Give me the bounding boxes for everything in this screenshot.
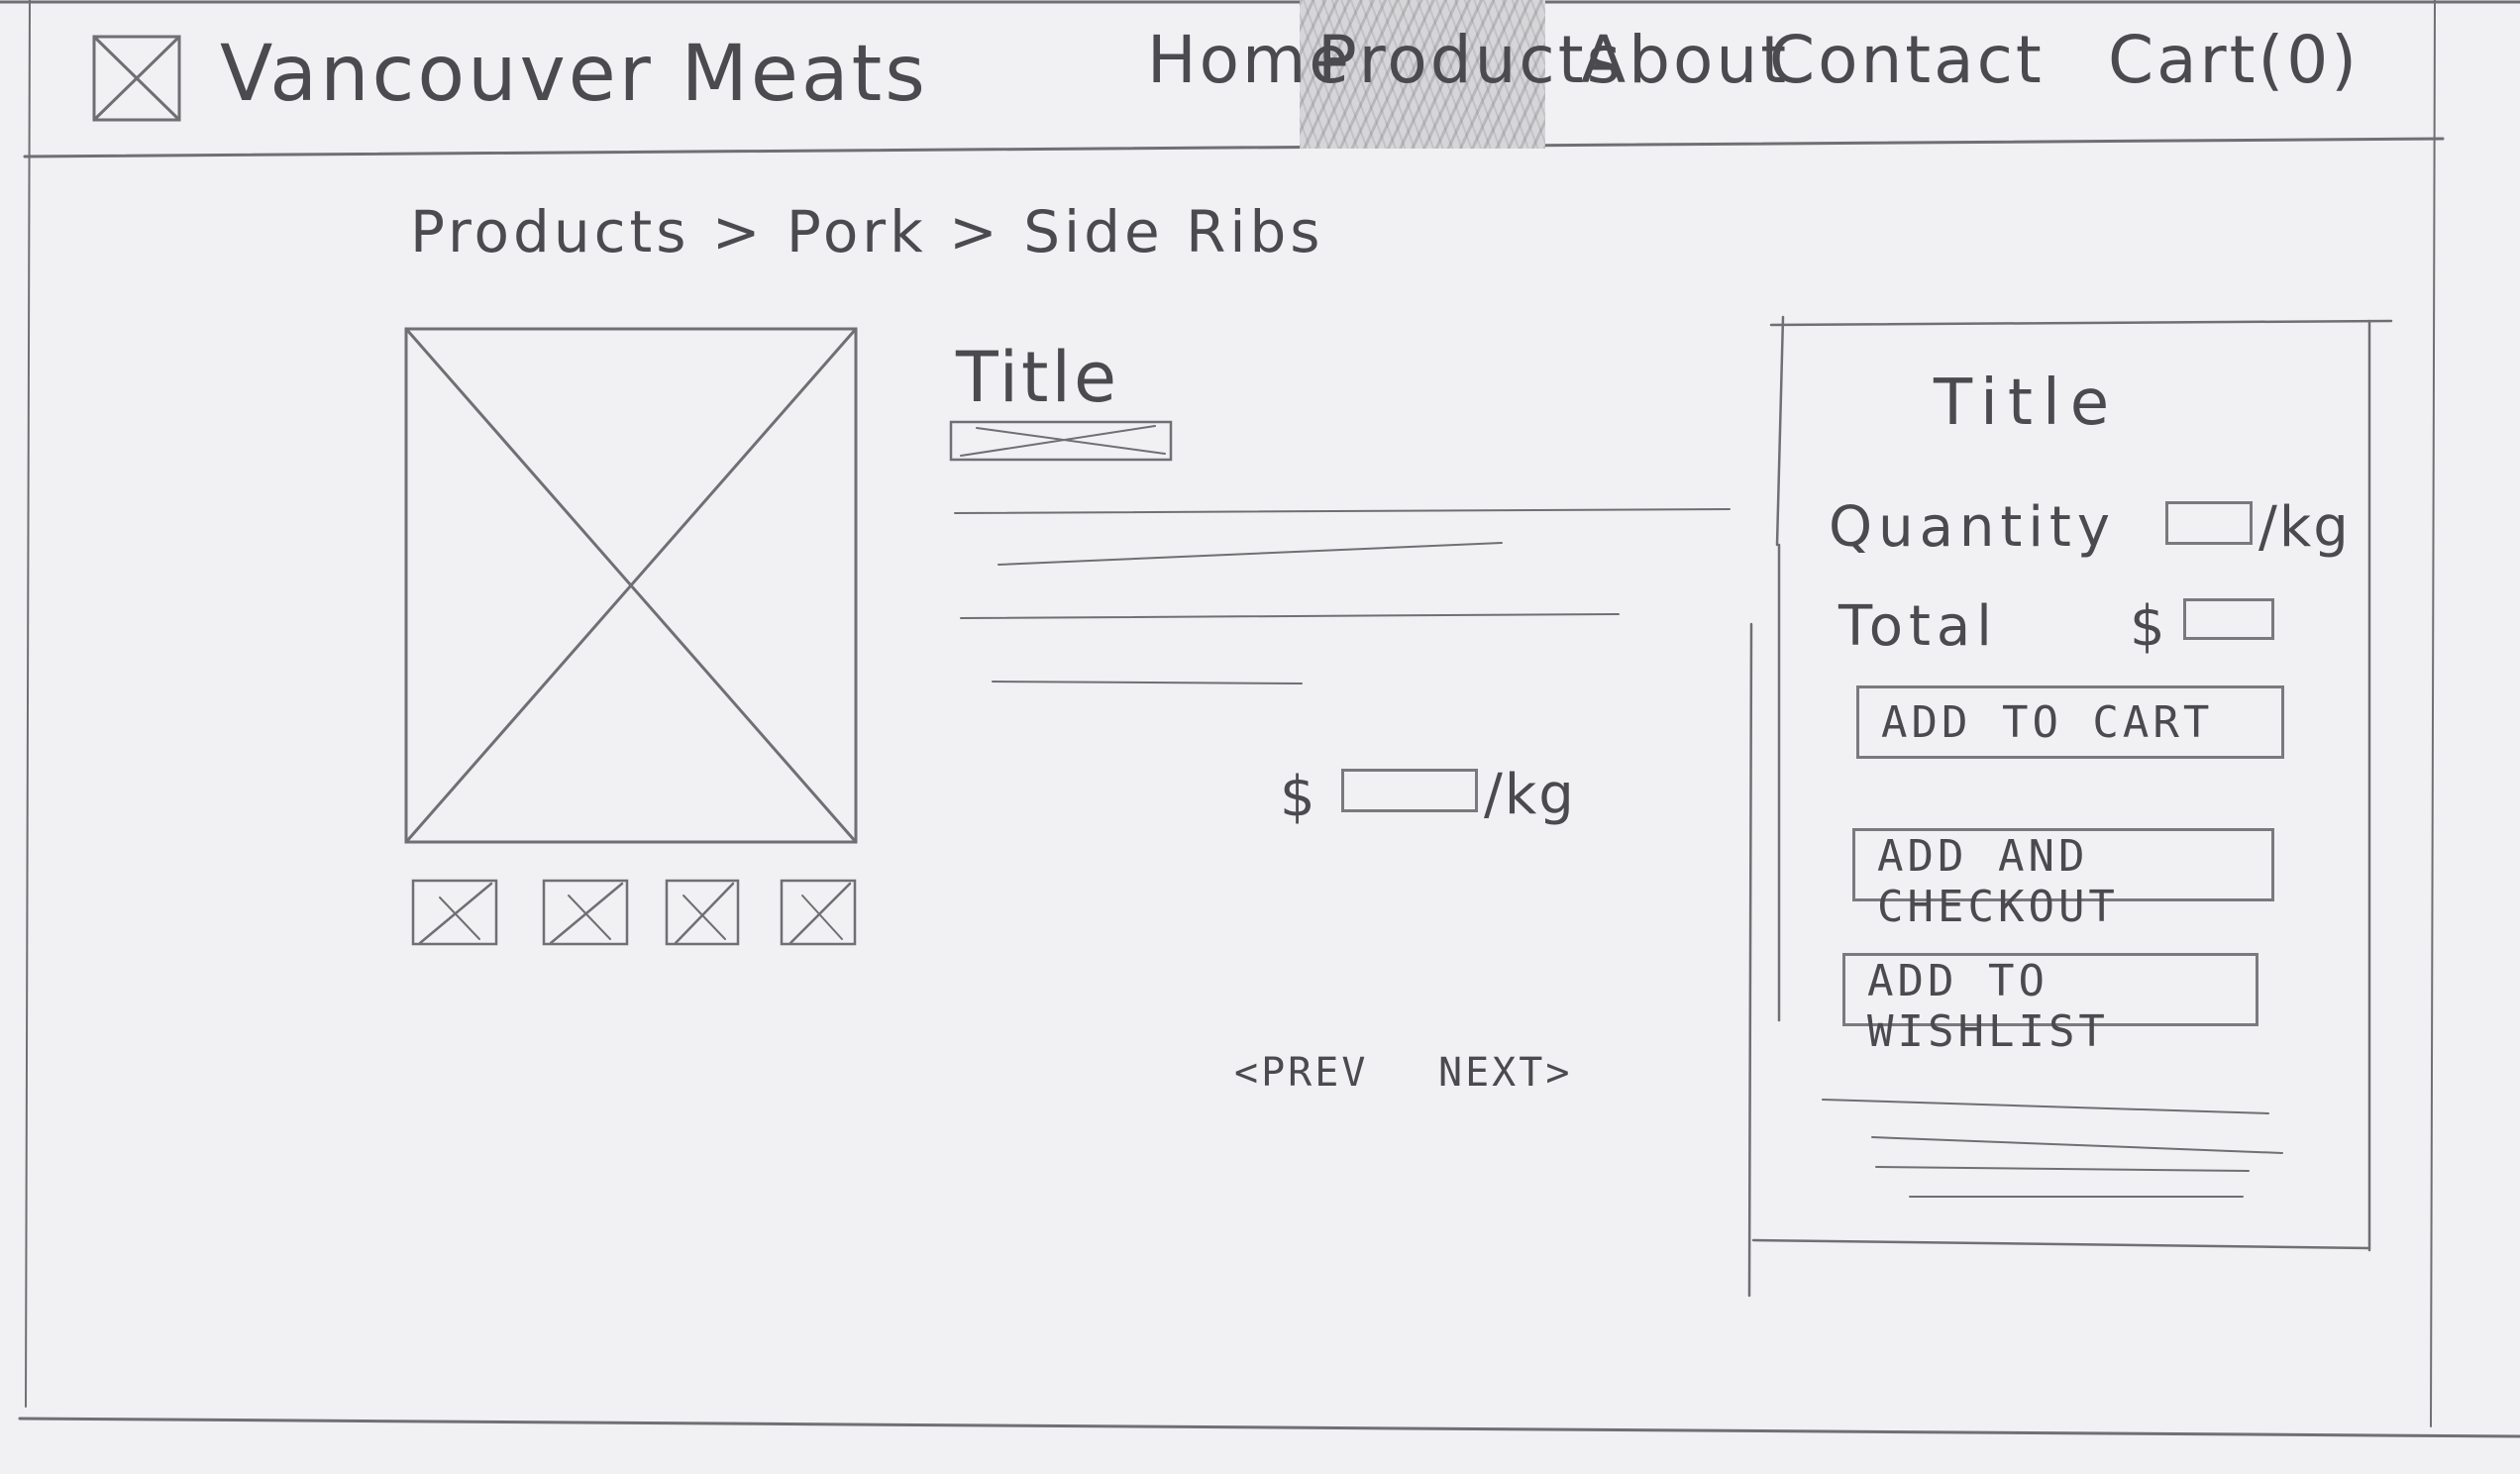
- logo-placeholder-icon[interactable]: [91, 34, 186, 125]
- rating-placeholder: [949, 420, 1173, 462]
- price-per-kg-field[interactable]: [1341, 769, 1478, 812]
- add-and-checkout-button[interactable]: ADD AND CHECKOUT: [1852, 828, 2274, 932]
- thumbnail-image[interactable]: [664, 878, 743, 949]
- site-header: Vancouver Meats Home Products About Cont…: [0, 0, 2520, 149]
- thumbnail-image[interactable]: [541, 878, 632, 949]
- nav-products[interactable]: Products: [1317, 22, 1624, 98]
- add-to-wishlist-button[interactable]: ADD TO WISHLIST: [1842, 953, 2258, 1057]
- prev-link[interactable]: <PREV: [1234, 1050, 1369, 1096]
- nav-cart[interactable]: Cart(0): [2108, 22, 2361, 98]
- nav-contact[interactable]: Contact: [1769, 22, 2045, 98]
- add-to-cart-button[interactable]: ADD TO CART: [1856, 685, 2284, 759]
- thumbnail-strip: [410, 878, 866, 949]
- thumbnail-image[interactable]: [410, 878, 501, 949]
- nav-active-highlight: [1300, 0, 1545, 149]
- price-currency: $: [1280, 765, 1317, 829]
- order-panel-notes: [1822, 1099, 2283, 1198]
- quantity-label: Quantity: [1829, 495, 2116, 560]
- thumbnail-image[interactable]: [779, 878, 860, 949]
- quantity-input[interactable]: [2165, 501, 2253, 545]
- nav-home[interactable]: Home: [1147, 22, 1352, 98]
- order-panel-frame: [1747, 315, 2393, 1298]
- product-image-placeholder: [404, 327, 858, 844]
- product-description: [954, 508, 1731, 684]
- next-link[interactable]: NEXT>: [1438, 1050, 1573, 1096]
- total-currency: $: [2130, 594, 2167, 659]
- total-label: Total: [1838, 594, 1998, 659]
- brand-name[interactable]: Vancouver Meats: [220, 30, 928, 119]
- breadcrumb[interactable]: Products > Pork > Side Ribs: [410, 198, 1324, 265]
- price-unit: /kg: [1484, 763, 1576, 827]
- total-field: [2183, 598, 2274, 640]
- nav-about[interactable]: About: [1581, 22, 1790, 98]
- product-title: Title: [956, 337, 1120, 418]
- order-panel-title: Title: [1934, 367, 2120, 440]
- quantity-unit: /kg: [2258, 495, 2351, 560]
